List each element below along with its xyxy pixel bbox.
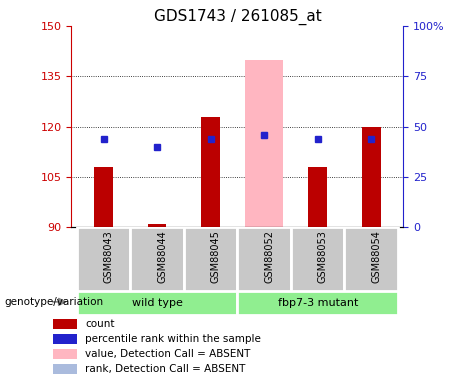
Text: fbp7-3 mutant: fbp7-3 mutant xyxy=(278,298,358,308)
Text: value, Detection Call = ABSENT: value, Detection Call = ABSENT xyxy=(85,349,251,359)
Bar xyxy=(237,227,291,291)
Bar xyxy=(130,227,184,291)
Bar xyxy=(77,291,237,315)
Bar xyxy=(344,227,398,291)
Text: percentile rank within the sample: percentile rank within the sample xyxy=(85,334,261,344)
Text: GSM88045: GSM88045 xyxy=(211,230,221,283)
Bar xyxy=(94,166,113,227)
Bar xyxy=(53,364,77,374)
Text: GSM88053: GSM88053 xyxy=(318,230,328,283)
Text: rank, Detection Call = ABSENT: rank, Detection Call = ABSENT xyxy=(85,364,246,374)
Title: GDS1743 / 261085_at: GDS1743 / 261085_at xyxy=(154,9,321,25)
Text: GSM88044: GSM88044 xyxy=(157,230,167,283)
Bar xyxy=(308,166,327,227)
Bar xyxy=(201,117,220,227)
Text: wild type: wild type xyxy=(132,298,183,308)
Bar xyxy=(77,227,130,291)
Bar xyxy=(291,227,344,291)
Bar xyxy=(362,127,381,227)
Text: GSM88054: GSM88054 xyxy=(371,230,381,283)
Text: count: count xyxy=(85,319,115,329)
Bar xyxy=(245,60,283,227)
Text: genotype/variation: genotype/variation xyxy=(5,297,104,307)
Bar xyxy=(148,224,166,227)
Bar xyxy=(237,291,398,315)
Bar xyxy=(53,349,77,359)
Text: GSM88043: GSM88043 xyxy=(104,230,113,283)
Text: GSM88052: GSM88052 xyxy=(264,230,274,283)
Bar xyxy=(53,319,77,329)
Bar xyxy=(184,227,237,291)
Bar xyxy=(53,334,77,344)
